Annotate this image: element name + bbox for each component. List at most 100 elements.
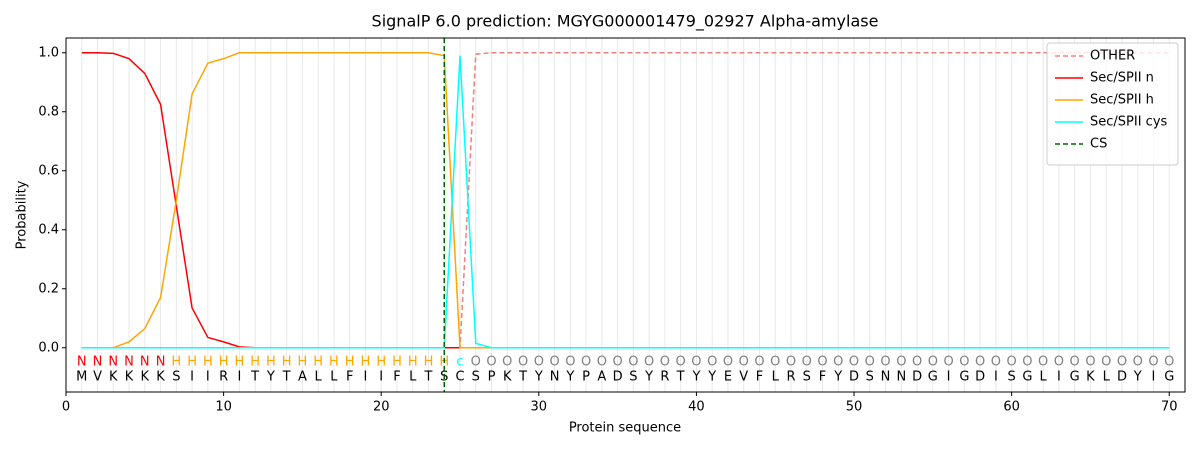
- y-tick-label: 0.6: [38, 163, 59, 178]
- residue: Y: [1133, 370, 1142, 385]
- residue: K: [156, 370, 165, 385]
- region-label: O: [754, 355, 764, 370]
- residue: S: [866, 370, 874, 385]
- region-label: O: [1038, 355, 1048, 370]
- residue: D: [975, 370, 985, 385]
- region-label: H: [298, 355, 308, 370]
- region-label: O: [644, 355, 654, 370]
- region-label: O: [486, 355, 496, 370]
- region-label: H: [266, 355, 276, 370]
- region-label: O: [817, 355, 827, 370]
- x-tick-label: 40: [688, 400, 705, 415]
- region-label: O: [739, 355, 749, 370]
- residue: I: [1057, 370, 1061, 385]
- residue: I: [206, 370, 210, 385]
- residue: L: [409, 370, 417, 385]
- region-label: H: [408, 355, 418, 370]
- residue: P: [488, 370, 496, 385]
- residue: I: [237, 370, 241, 385]
- region-label: O: [1148, 355, 1158, 370]
- residue: S: [1008, 370, 1016, 385]
- region-label: O: [471, 355, 481, 370]
- region-label: O: [628, 355, 638, 370]
- y-tick-label: 0.4: [38, 222, 59, 237]
- region-label: O: [1070, 355, 1080, 370]
- series-line: [81, 52, 1170, 349]
- residue: P: [582, 370, 590, 385]
- region-label: H: [219, 355, 229, 370]
- region-label: H: [376, 355, 386, 370]
- y-tick-label: 0.8: [38, 104, 59, 119]
- legend-label: Sec/SPII cys: [1090, 115, 1168, 130]
- series-line: [81, 55, 1170, 349]
- region-label: O: [1101, 355, 1111, 370]
- region-label: H: [424, 355, 434, 370]
- region-label: H: [392, 355, 402, 370]
- residue: R: [660, 370, 669, 385]
- region-label: H: [171, 355, 181, 370]
- residue: M: [76, 370, 87, 385]
- region-label: O: [880, 355, 890, 370]
- residue: S: [803, 370, 811, 385]
- region-label: O: [518, 355, 528, 370]
- region-label: O: [549, 355, 559, 370]
- residue: L: [315, 370, 323, 385]
- region-label: N: [124, 355, 134, 370]
- region-label: O: [1054, 355, 1064, 370]
- region-label: O: [660, 355, 670, 370]
- x-tick-label: 30: [531, 400, 548, 415]
- residue: I: [947, 370, 951, 385]
- region-label: O: [1085, 355, 1095, 370]
- region-label: O: [502, 355, 512, 370]
- region-label: O: [1007, 355, 1017, 370]
- residue: T: [250, 370, 259, 385]
- residue: E: [724, 370, 732, 385]
- residue: I: [190, 370, 194, 385]
- residue: F: [819, 370, 826, 385]
- residue: T: [676, 370, 685, 385]
- region-label: O: [802, 355, 812, 370]
- region-label: O: [928, 355, 938, 370]
- region-label: O: [676, 355, 686, 370]
- residue: F: [756, 370, 763, 385]
- residue: N: [550, 370, 560, 385]
- residue: K: [125, 370, 134, 385]
- residue: R: [219, 370, 228, 385]
- region-label: O: [1164, 355, 1174, 370]
- region-label: N: [77, 355, 87, 370]
- region-label: O: [691, 355, 701, 370]
- residue: D: [1117, 370, 1127, 385]
- residue: Y: [565, 370, 574, 385]
- residue: D: [912, 370, 922, 385]
- residue: C: [455, 370, 464, 385]
- residue: L: [1040, 370, 1048, 385]
- region-label: O: [581, 355, 591, 370]
- residue: K: [503, 370, 512, 385]
- region-label: H: [234, 355, 244, 370]
- region-label: O: [975, 355, 985, 370]
- residue: G: [928, 370, 938, 385]
- region-label: O: [597, 355, 607, 370]
- region-label: c: [456, 355, 463, 370]
- series-line: [81, 52, 1170, 349]
- region-label: H: [187, 355, 197, 370]
- residue: Y: [707, 370, 716, 385]
- residue: I: [364, 370, 368, 385]
- x-tick-label: 0: [62, 400, 70, 415]
- legend-label: CS: [1090, 137, 1107, 152]
- residue: G: [1070, 370, 1080, 385]
- residue: L: [330, 370, 338, 385]
- residue: L: [1103, 370, 1111, 385]
- region-label: H: [203, 355, 213, 370]
- region-label: O: [833, 355, 843, 370]
- residue: F: [393, 370, 400, 385]
- chart-title: SignalP 6.0 prediction: MGYG000001479_02…: [372, 12, 879, 32]
- region-label: O: [786, 355, 796, 370]
- residue: F: [346, 370, 353, 385]
- y-tick-label: 1.0: [38, 45, 59, 60]
- residue: G: [1022, 370, 1032, 385]
- legend-box: [1046, 42, 1179, 166]
- region-label: N: [156, 355, 166, 370]
- region-label: H: [250, 355, 260, 370]
- residue: T: [518, 370, 527, 385]
